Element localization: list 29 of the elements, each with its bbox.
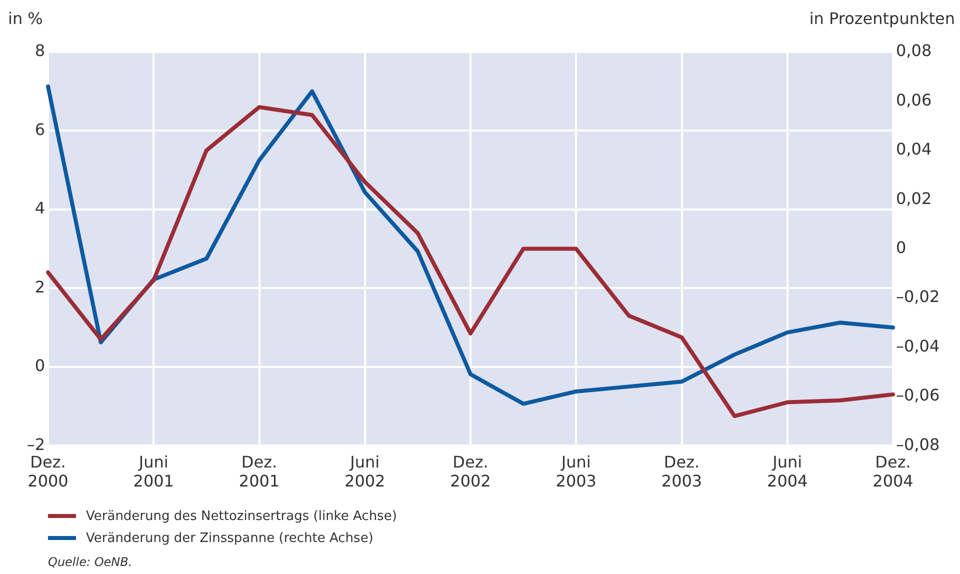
x-tick-label: Dez. 2004 <box>872 452 914 491</box>
y2-tick-label: –0,08 <box>896 434 940 454</box>
legend-label: Veränderung des Nettozinsertrags (linke Achse) <box>86 508 397 524</box>
y2-tick-label: 0,06 <box>896 90 932 110</box>
y-tick-label: 6 <box>34 120 45 139</box>
x-tick-label: Dez. 2003 <box>661 452 702 491</box>
y2-tick-label: 0 <box>896 238 906 257</box>
y2-tick-label: –0,06 <box>896 386 940 405</box>
y2-tick-label: –0,04 <box>896 336 940 356</box>
y-tick-label: 0 <box>34 356 45 376</box>
x-tick-label: Juni 2004 <box>767 452 808 491</box>
y-axis-title: in % <box>8 9 43 28</box>
y2-axis-title: in Prozentpunkten <box>809 9 955 28</box>
x-tick-label: Dez. 2001 <box>238 452 280 491</box>
y2-tick-label: 0,02 <box>896 188 932 208</box>
x-tick-label: Juni 2001 <box>133 452 174 491</box>
y-tick-label: 4 <box>34 198 45 218</box>
y-tick-label: 2 <box>34 277 45 296</box>
legend-label: Veränderung der Zinsspanne (rechte Achse) <box>86 530 374 546</box>
x-tick-label: Juni 2003 <box>556 452 596 491</box>
y2-tick-label: 0,04 <box>896 140 932 159</box>
x-tick-label: Dez. 2002 <box>450 452 491 491</box>
y-tick-label: 8 <box>34 41 45 60</box>
y2-tick-label: 0,08 <box>896 41 932 60</box>
y2-tick-label: –0,02 <box>896 287 940 306</box>
y-tick-label: –2 <box>26 434 45 454</box>
x-tick-label: Dez. 2000 <box>28 452 68 491</box>
x-tick-label: Juni 2002 <box>344 452 386 491</box>
source-note: Quelle: OeNB. <box>48 555 132 569</box>
